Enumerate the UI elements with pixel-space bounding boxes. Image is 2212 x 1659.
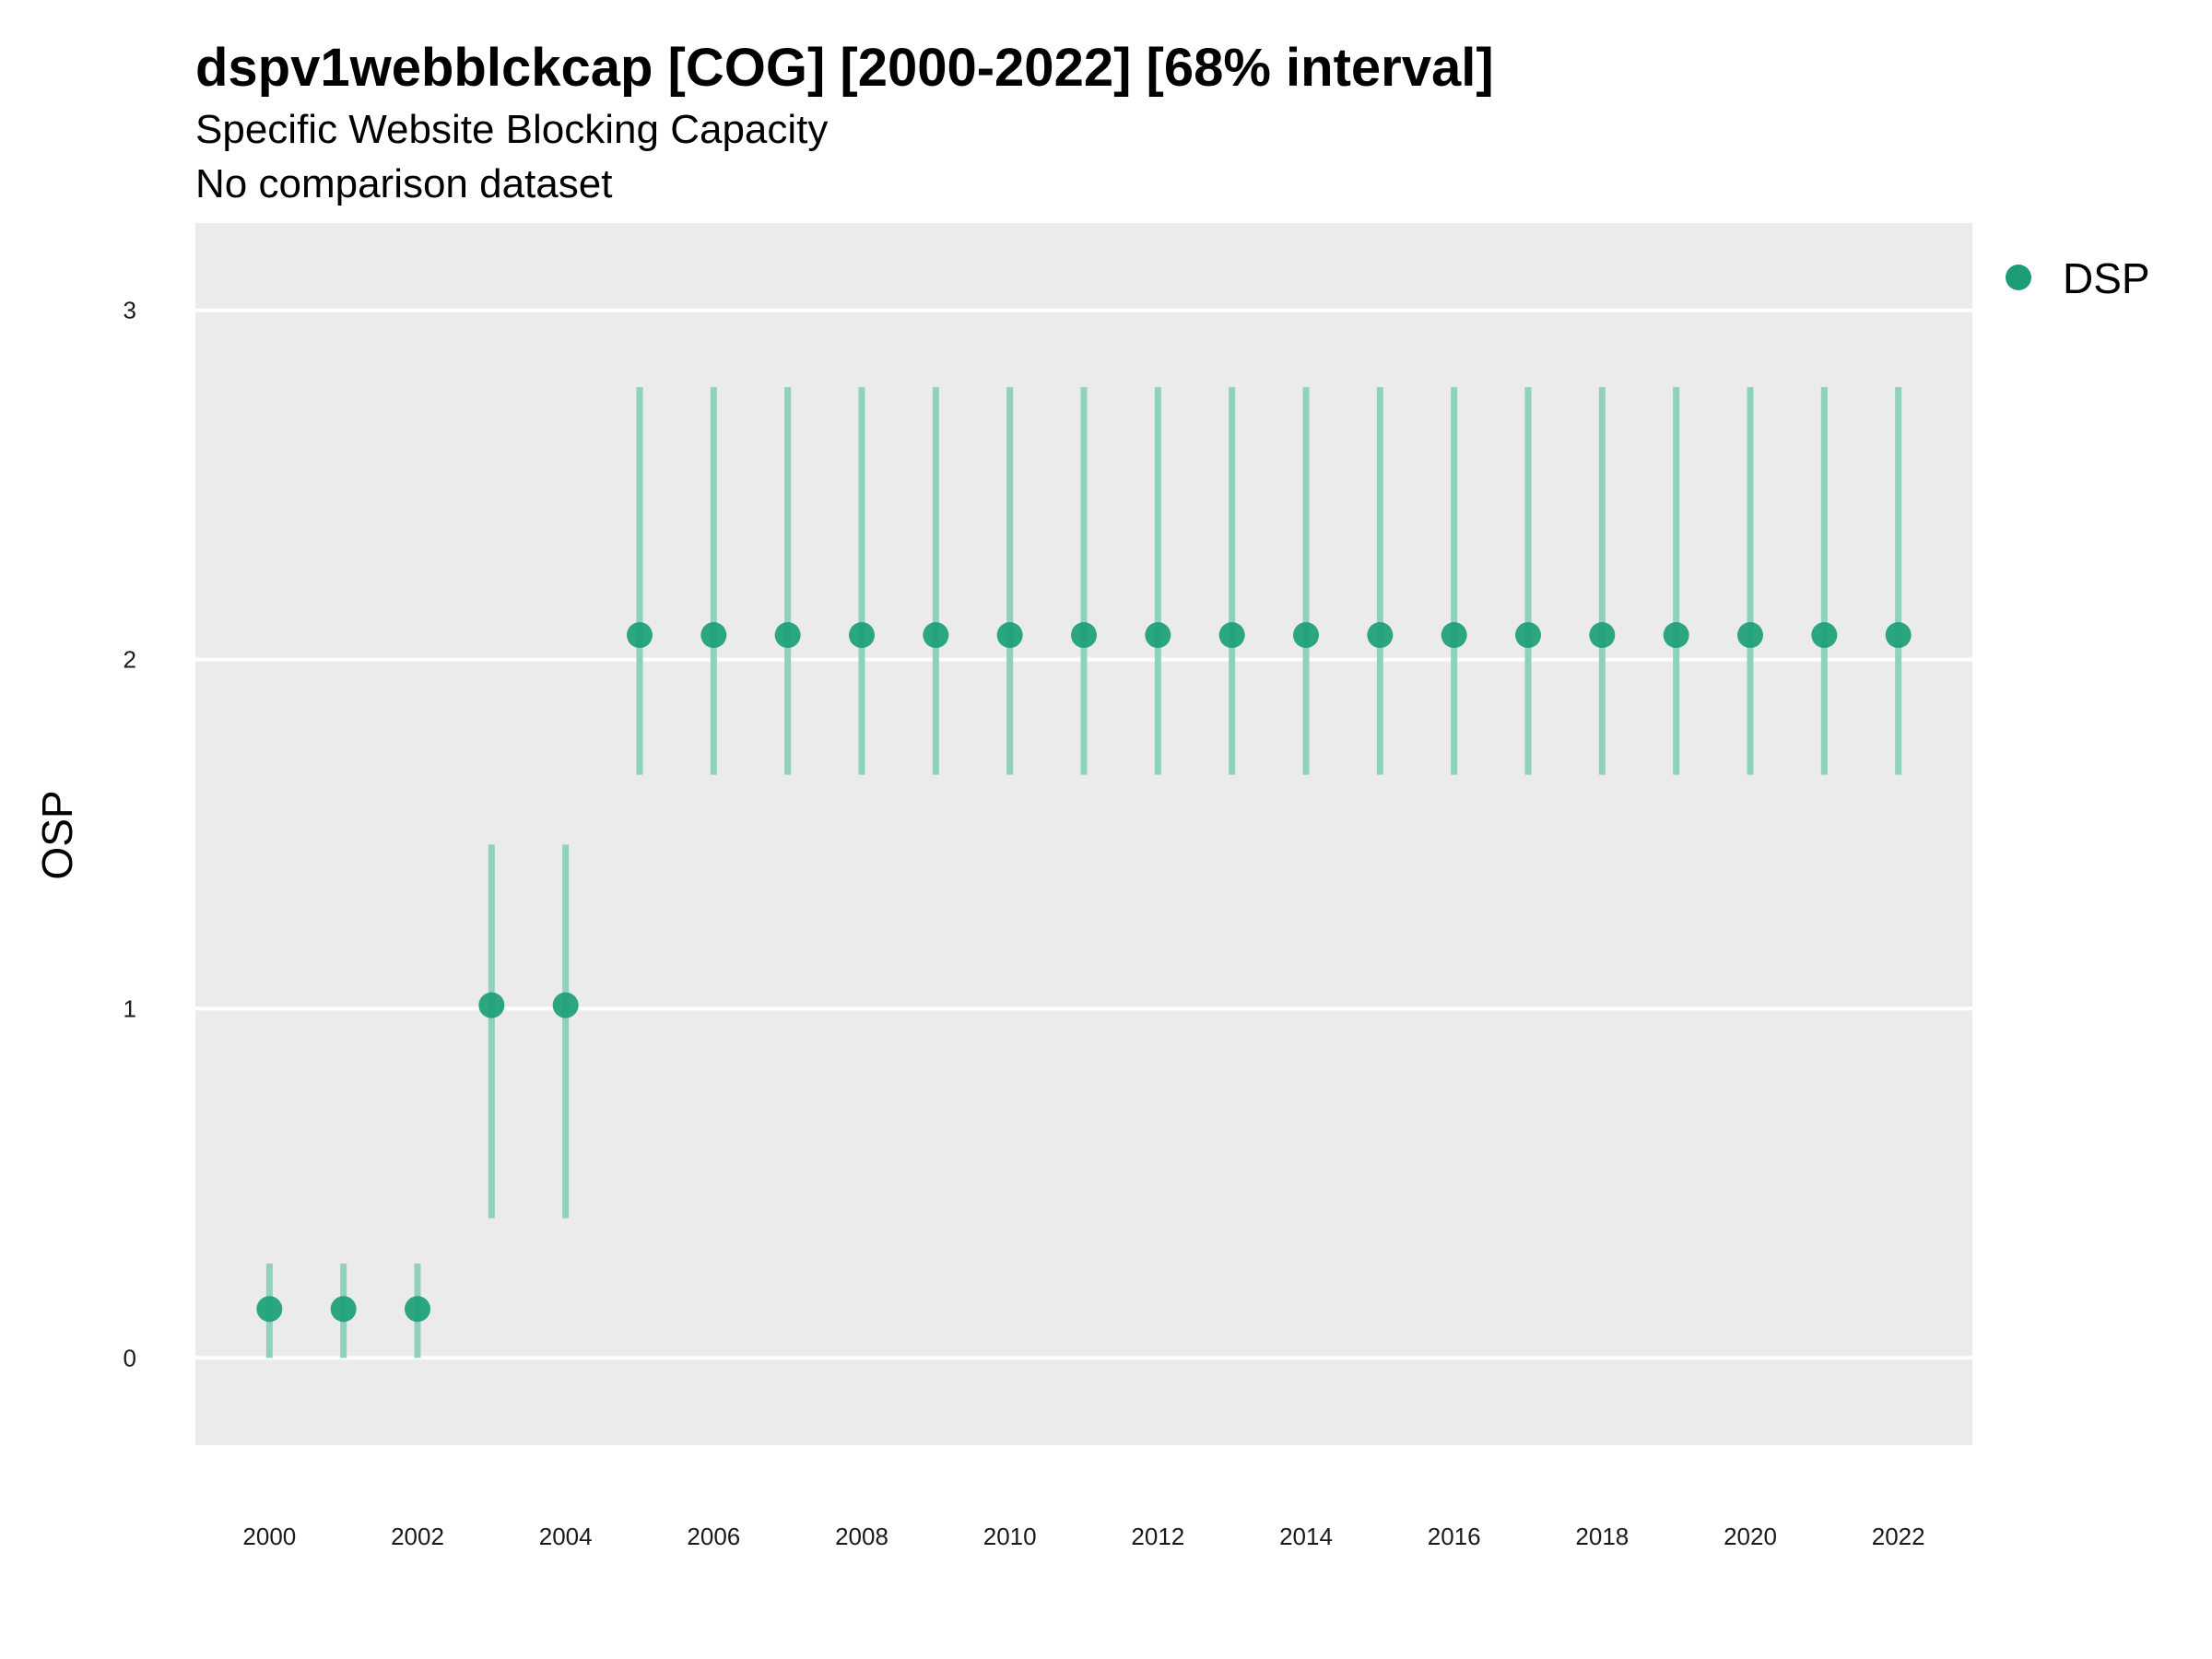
x-tick-label-2014: 2014: [1279, 1523, 1333, 1550]
x-tick-label-2012: 2012: [1131, 1523, 1184, 1550]
data-points: [256, 622, 1912, 1323]
data-point-2020: [1737, 622, 1763, 649]
data-point-2002: [405, 1296, 430, 1323]
data-point-2006: [700, 622, 727, 649]
x-axis-ticks: 2000 2002 2004 2006 2008 2010 2012 2014 2016 2018…: [242, 1523, 1924, 1550]
y-tick-label-3: 3: [124, 297, 136, 324]
data-point-2001: [330, 1296, 357, 1323]
data-point-2019: [1663, 622, 1689, 649]
x-tick-label-2008: 2008: [835, 1523, 888, 1550]
x-tick-label-2020: 2020: [1724, 1523, 1777, 1550]
y-tick-label-1: 1: [124, 994, 136, 1022]
data-point-2012: [1145, 622, 1171, 649]
legend-label-dsp: DSP: [2063, 254, 2150, 302]
x-tick-label-2000: 2000: [242, 1523, 296, 1550]
chart-title: dspv1webblckcap [COG] [2000-2022] [68% i…: [195, 38, 1494, 98]
data-point-2003: [478, 992, 505, 1018]
x-tick-label-2004: 2004: [539, 1523, 593, 1550]
x-tick-label-2018: 2018: [1575, 1523, 1629, 1550]
data-point-2007: [774, 622, 801, 649]
data-point-2013: [1218, 622, 1245, 649]
x-tick-label-2022: 2022: [1872, 1523, 1925, 1550]
data-point-2009: [923, 622, 949, 649]
x-tick-label-2016: 2016: [1428, 1523, 1481, 1550]
data-point-2011: [1071, 622, 1097, 649]
legend: DSP: [2006, 254, 2150, 302]
y-tick-label-0: 0: [124, 1344, 136, 1371]
data-point-2022: [1885, 622, 1912, 649]
interval-bars: [265, 387, 1902, 1359]
data-point-2005: [627, 622, 653, 649]
y-axis-ticks: 0 1 2 3: [124, 297, 136, 1372]
x-tick-label-2002: 2002: [391, 1523, 444, 1550]
chart-subtitle: Specific Website Blocking Capacity: [195, 107, 828, 152]
legend-swatch-dsp: [2006, 265, 2031, 290]
data-point-2004: [552, 992, 579, 1018]
data-point-2010: [996, 622, 1023, 649]
data-point-2021: [1811, 622, 1838, 649]
chart-caption: No comparison dataset: [195, 161, 612, 206]
data-point-2016: [1441, 622, 1467, 649]
data-point-2018: [1589, 622, 1616, 649]
x-tick-label-2010: 2010: [983, 1523, 1037, 1550]
data-point-2015: [1367, 622, 1394, 649]
y-tick-label-2: 2: [124, 646, 136, 674]
data-point-2008: [849, 622, 875, 649]
data-point-2014: [1293, 622, 1319, 649]
data-point-2017: [1515, 622, 1541, 649]
y-axis-title: OSP: [33, 790, 81, 879]
x-tick-label-2006: 2006: [687, 1523, 740, 1550]
data-point-2000: [256, 1296, 283, 1323]
